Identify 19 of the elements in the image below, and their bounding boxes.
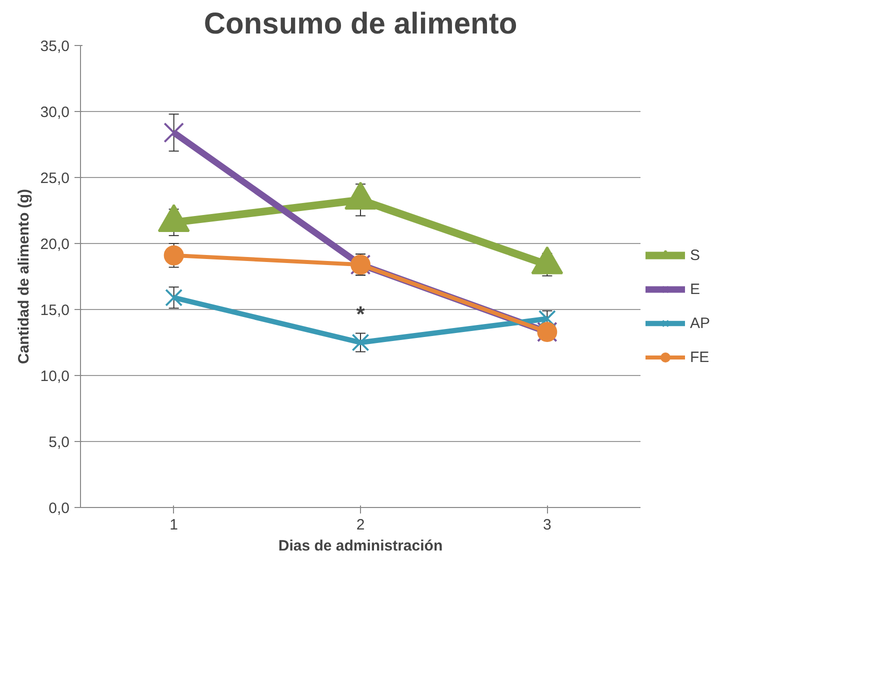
legend-label: FE <box>690 348 710 366</box>
x-tick-label: 1 <box>170 516 178 534</box>
legend-label: E <box>690 280 702 298</box>
y-tick-label: 5,0 <box>48 434 70 451</box>
y-tick-label: 30,0 <box>40 104 70 121</box>
x-tick-label: 2 <box>356 516 365 534</box>
y-tick-label: 25,0 <box>40 170 70 187</box>
x-axis-title: Dias de administración <box>278 538 443 554</box>
y-tick-label: 0,0 <box>48 500 70 517</box>
legend-label: S <box>690 246 702 264</box>
y-axis-title: Cantidad de alimento (g) <box>15 188 32 364</box>
annotation: * <box>356 302 366 326</box>
y-tick-label: 15,0 <box>40 302 70 319</box>
y-tick-label: 10,0 <box>40 368 70 385</box>
chart-title: Consumo de alimento <box>204 8 518 40</box>
y-tick-label: 35,0 <box>40 38 70 55</box>
x-tick-label: 3 <box>542 516 552 534</box>
y-tick-label: 20,0 <box>40 236 70 253</box>
legend-label: AP <box>690 314 710 332</box>
